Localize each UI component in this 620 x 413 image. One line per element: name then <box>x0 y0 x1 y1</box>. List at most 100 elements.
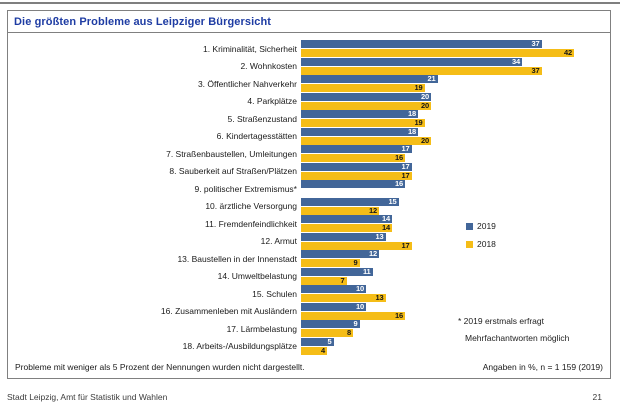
value-label: 13 <box>375 231 384 241</box>
value-label: 14 <box>382 223 390 233</box>
category-label: 15. Schulen <box>252 288 297 299</box>
bar-2018: 13 <box>301 293 386 303</box>
bar-2019: 34 <box>301 57 522 66</box>
bar-2019: 17 <box>301 144 412 154</box>
bar-2019: 14 <box>301 215 392 224</box>
bar-group: 20 20 <box>301 91 431 110</box>
value-label: 20 <box>421 91 429 101</box>
category-label: 8. Sauberkeit auf Straßen/Plätzen <box>169 166 297 177</box>
bar-group: 16 <box>301 180 405 197</box>
chart-row: 2. Wohnkosten 34 37 <box>8 57 610 76</box>
bar-2019: 5 <box>301 337 334 346</box>
bar-group: 21 19 <box>301 74 438 93</box>
bar-2019: 11 <box>301 266 373 276</box>
category-label: 12. Armut <box>260 236 297 247</box>
value-label: 17 <box>401 240 410 250</box>
value-label: 8 <box>347 328 351 338</box>
category-label: 13. Baustellen in der Innenstadt <box>177 253 297 264</box>
bar-2018: 12 <box>301 206 379 215</box>
bar-group: 17 16 <box>301 144 412 163</box>
top-rule <box>0 2 620 4</box>
value-label: 42 <box>564 48 572 58</box>
value-label: 12 <box>369 249 377 259</box>
value-label: 16 <box>395 179 403 189</box>
bar-2019: 18 <box>301 110 418 119</box>
bar-2019: 17 <box>301 161 412 171</box>
chart-row: 15. Schulen 10 13 <box>8 285 610 303</box>
category-label: 2. Wohnkosten <box>240 61 297 72</box>
chart-row: 6. Kindertagesstätten 18 20 <box>8 126 610 146</box>
value-label: 17 <box>401 144 410 154</box>
footer-source: Stadt Leipzig, Amt für Statistik und Wah… <box>7 392 168 402</box>
bar-2018: 8 <box>301 328 353 338</box>
bar-2018: 42 <box>301 48 574 58</box>
value-label: 37 <box>531 39 540 49</box>
title-box: Die größten Probleme aus Leipziger Bürge… <box>7 10 611 33</box>
value-label: 17 <box>401 170 410 180</box>
page-title: Die größten Probleme aus Leipziger Bürge… <box>14 15 272 28</box>
bar-2018: 9 <box>301 258 360 268</box>
bar-group: 17 17 <box>301 161 412 180</box>
bar-2018: 37 <box>301 66 542 75</box>
chart-row: 13. Baustellen in der Innenstadt 12 9 <box>8 250 610 268</box>
footnote-sample-size: Angaben in %, n = 1 159 (2019) <box>482 362 603 372</box>
bar-2018: 16 <box>301 310 405 320</box>
bar-group: 10 16 <box>301 301 405 320</box>
value-label: 17 <box>401 161 410 171</box>
category-label: 5. Straßenzustand <box>227 113 297 124</box>
bar-2019: 10 <box>301 284 366 294</box>
bar-group: 18 19 <box>301 110 425 128</box>
bar-2019: 15 <box>301 196 399 206</box>
bar-group: 13 17 <box>301 231 412 250</box>
legend-item-2018: 2018 <box>466 239 496 249</box>
bar-2018: 19 <box>301 83 425 93</box>
bar-2019: 12 <box>301 249 379 259</box>
chart-row: 7. Straßenbaustellen, Umleitungen 17 16 <box>8 145 610 163</box>
legend-swatch-2019-icon <box>466 222 473 230</box>
bar-2018: 19 <box>301 119 425 128</box>
chart-row: 16. Zusammenleben mit Ausländern 10 16 <box>8 301 610 321</box>
category-label: 6. Kindertagesstätten <box>216 131 297 142</box>
value-label: 18 <box>408 126 416 136</box>
value-label: 7 <box>340 275 345 285</box>
category-label: 7. Straßenbaustellen, Umleitungen <box>166 148 297 159</box>
value-label: 20 <box>421 135 429 145</box>
value-label: 11 <box>362 266 371 276</box>
footnote-threshold: Probleme mit weniger als 5 Prozent der N… <box>15 362 305 372</box>
legend-label-2018: 2018 <box>477 239 496 249</box>
value-label: 13 <box>375 293 384 303</box>
value-label: 10 <box>356 284 364 294</box>
bar-2018: 20 <box>301 100 431 110</box>
bar-2018: 14 <box>301 223 392 233</box>
value-label: 16 <box>395 310 403 320</box>
value-label: 9 <box>353 258 358 268</box>
value-label: 20 <box>421 100 429 110</box>
chart-row: 1. Kriminalität, Sicherheit 37 42 <box>8 40 610 58</box>
category-label: 16. Zusammenleben mit Ausländern <box>160 306 297 317</box>
legend-swatch-2018-icon <box>466 240 473 248</box>
chart-row: 14. Umweltbelastung 11 7 <box>8 266 610 286</box>
chart-row: 11. Fremdenfeindlichkeit 14 14 <box>8 215 610 233</box>
value-label: 19 <box>414 83 423 93</box>
bar-2019: 16 <box>301 179 405 189</box>
bar-2018: 20 <box>301 135 431 145</box>
bar-2019: 21 <box>301 74 438 84</box>
bar-group: 12 9 <box>301 249 379 268</box>
bar-group: 37 42 <box>301 39 574 58</box>
chart-row: 5. Straßenzustand 18 19 <box>8 110 610 128</box>
category-label: 18. Arbeits-/Ausbildungsplätze <box>182 341 297 352</box>
value-label: 16 <box>395 153 403 163</box>
value-label: 10 <box>356 301 364 311</box>
value-label: 21 <box>427 74 436 84</box>
bar-2018: 16 <box>301 153 405 163</box>
bar-2018: 17 <box>301 240 412 250</box>
bar-2019: 20 <box>301 91 431 101</box>
bar-group: 15 12 <box>301 196 399 215</box>
bar-group: 10 13 <box>301 284 386 303</box>
bar-2018: 17 <box>301 170 412 180</box>
bar-group: 34 37 <box>301 57 542 75</box>
bar-2018: 7 <box>301 275 347 285</box>
value-label: 15 <box>388 196 397 206</box>
